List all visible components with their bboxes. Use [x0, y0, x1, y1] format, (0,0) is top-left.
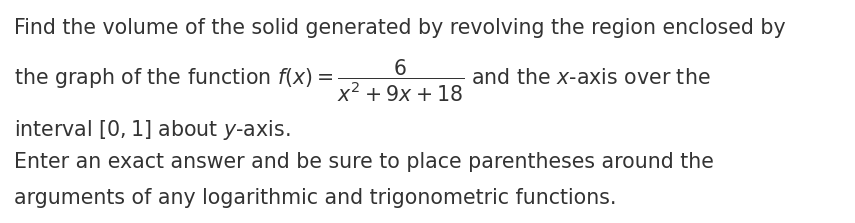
Text: Enter an exact answer and be sure to place parentheses around the: Enter an exact answer and be sure to pla…: [14, 152, 714, 172]
Text: Find the volume of the solid generated by revolving the region enclosed by: Find the volume of the solid generated b…: [14, 18, 786, 38]
Text: interval $[0,1]$ about $y$-axis.: interval $[0,1]$ about $y$-axis.: [14, 118, 291, 142]
Text: arguments of any logarithmic and trigonometric functions.: arguments of any logarithmic and trigono…: [14, 188, 616, 208]
Text: the graph of the function $f(x) = \dfrac{6}{x^2+9x+18}$ and the $x$-axis over th: the graph of the function $f(x) = \dfrac…: [14, 58, 711, 104]
